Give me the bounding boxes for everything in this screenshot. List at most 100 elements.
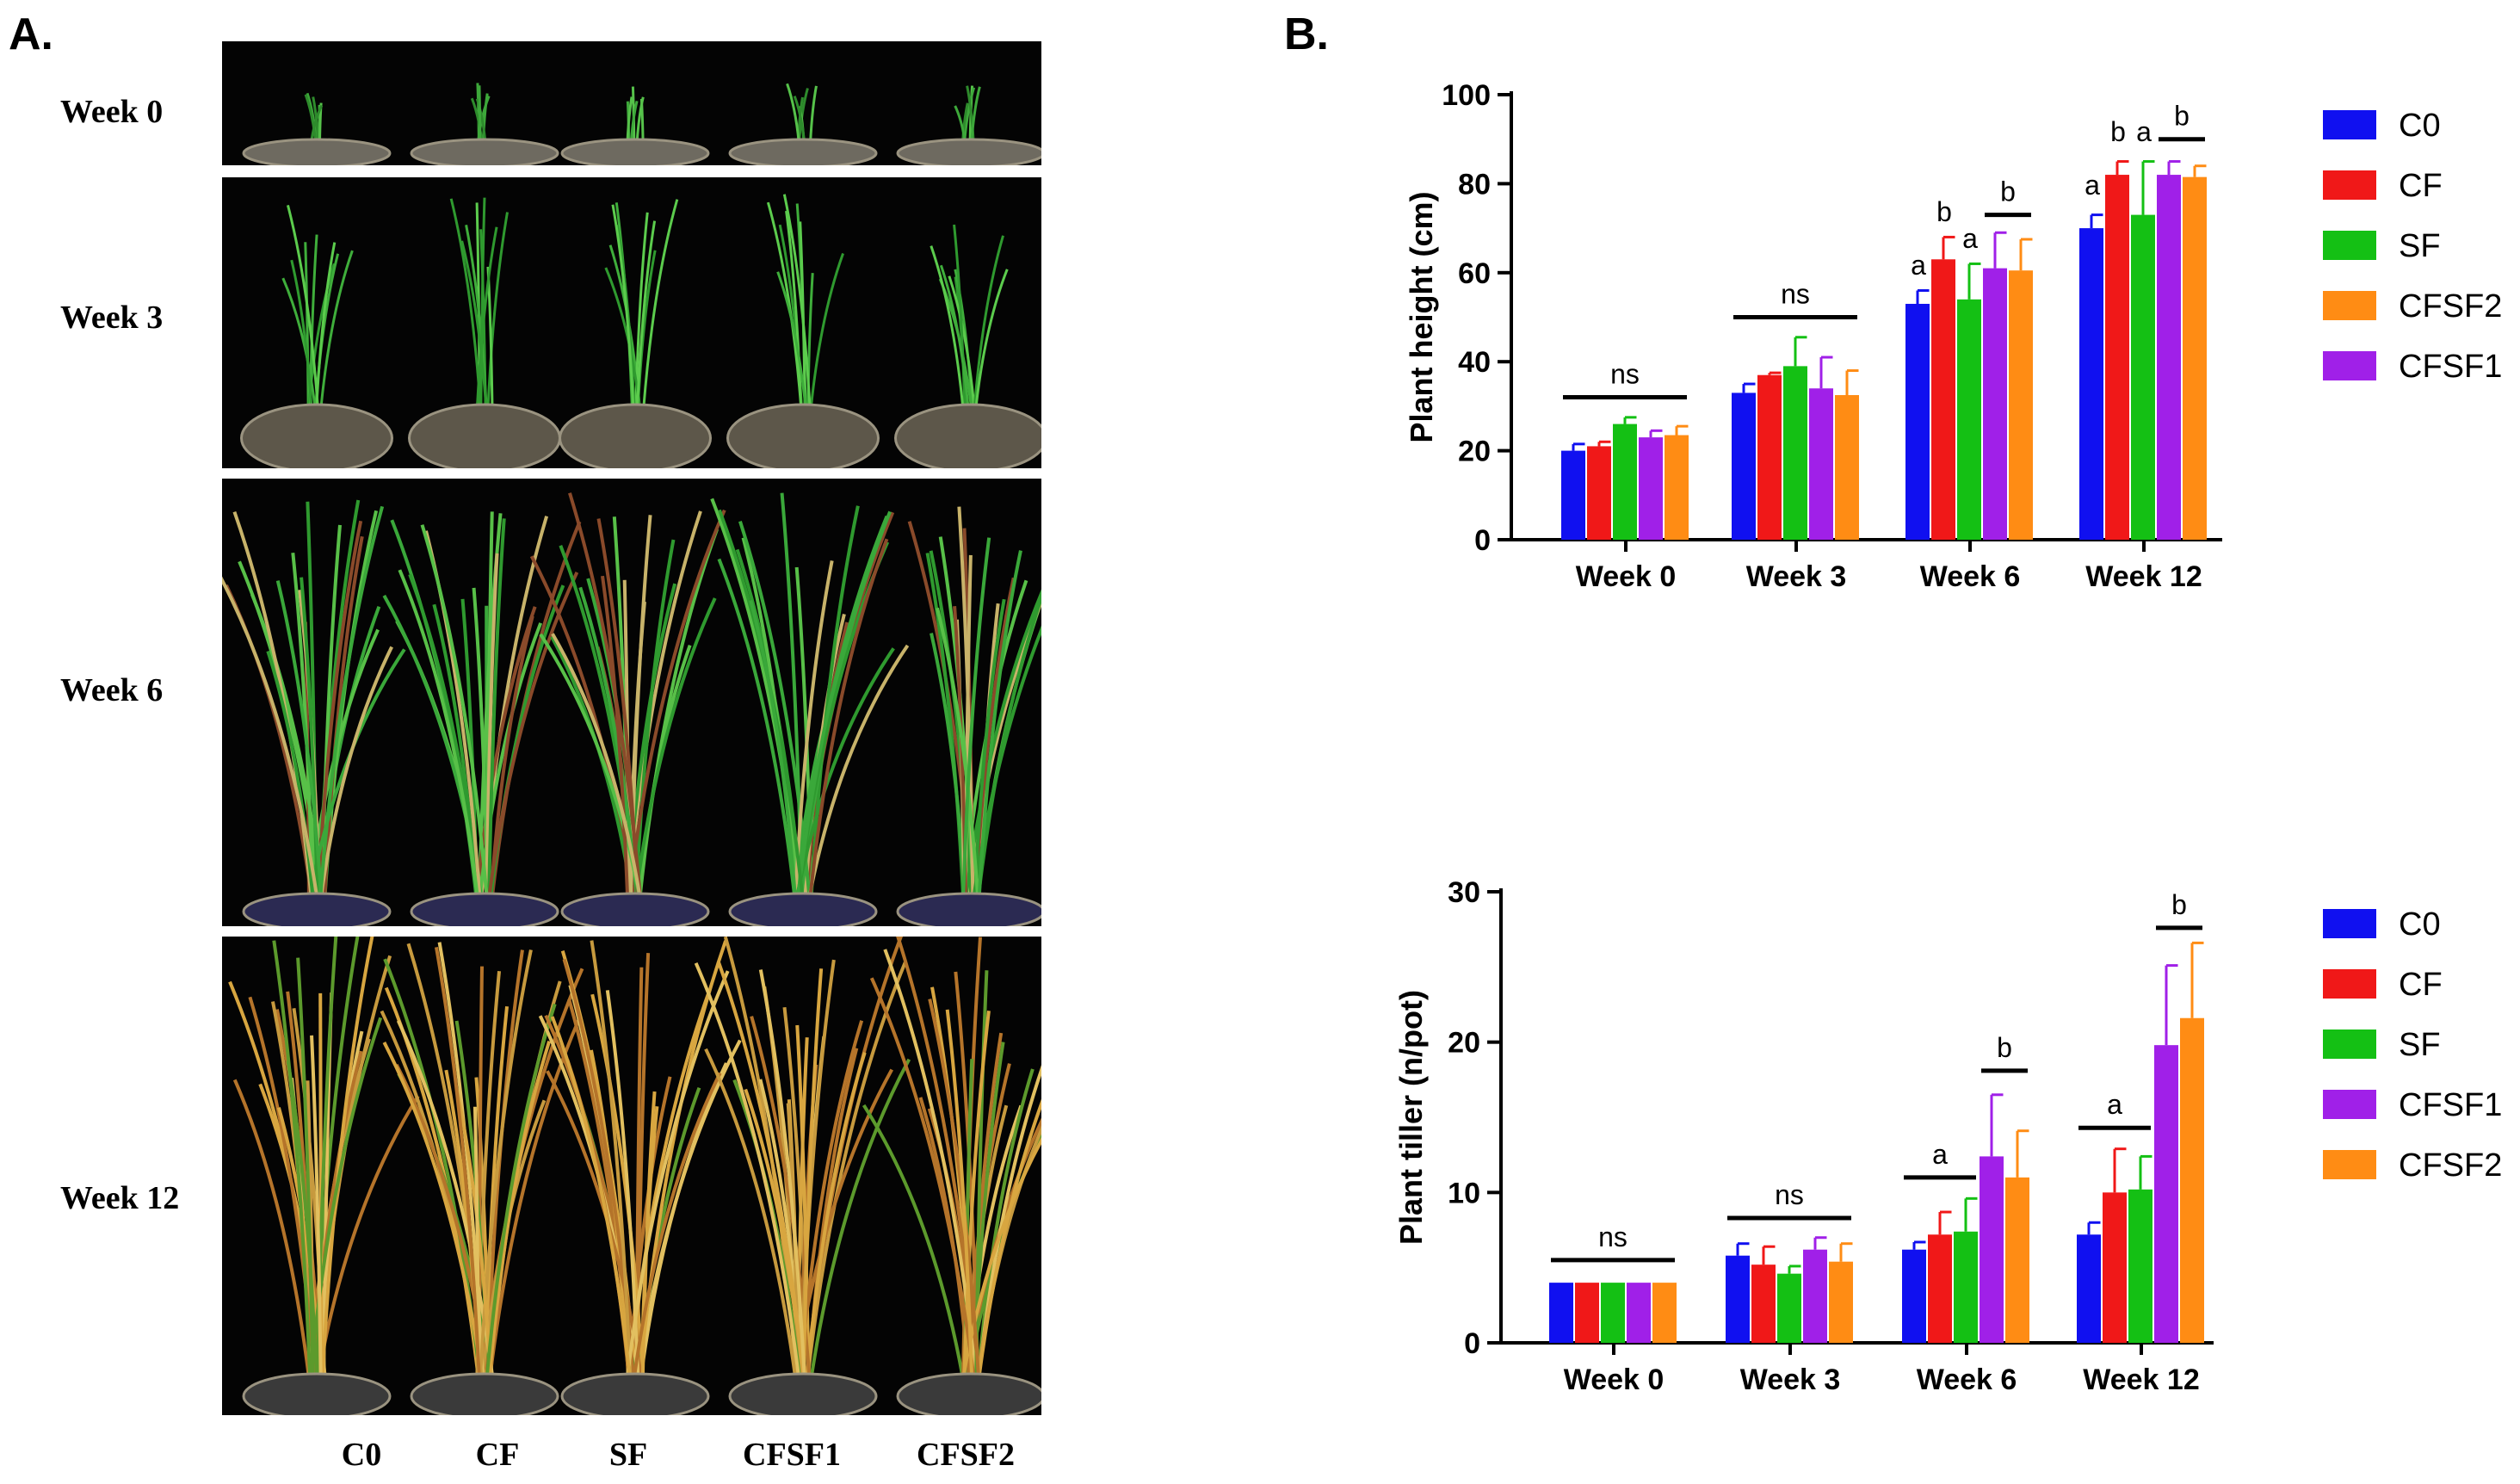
pot-1-1 xyxy=(408,403,561,468)
pot-0-4 xyxy=(896,138,1041,165)
leaf xyxy=(487,571,579,898)
leaf xyxy=(460,240,488,409)
leaf xyxy=(809,252,844,409)
plant-3-0 xyxy=(228,937,420,1378)
leaf xyxy=(550,1016,632,1378)
leaf xyxy=(485,1003,557,1378)
photo-week-12 xyxy=(222,937,1041,1415)
pot-3-0 xyxy=(242,1372,392,1415)
plant-1-4 xyxy=(930,224,1009,409)
treatment-label-cf: CF xyxy=(475,1437,520,1473)
leaf xyxy=(704,1048,798,1378)
leaf xyxy=(766,201,803,409)
significance-label: a xyxy=(1962,223,1978,254)
leaf xyxy=(632,1072,722,1378)
y-tick-label: 40 xyxy=(1458,346,1491,379)
leaf xyxy=(809,505,860,898)
leaf xyxy=(809,85,818,144)
leaf xyxy=(808,538,889,898)
leaf xyxy=(795,647,895,898)
pot-2-2 xyxy=(560,892,710,926)
y-tick-label: 20 xyxy=(1458,436,1491,468)
legend-swatch-sf xyxy=(2323,231,2376,260)
legend-label-cf: CF xyxy=(2399,967,2443,1003)
pot-0-1 xyxy=(410,138,559,165)
plant-1-2 xyxy=(604,199,679,409)
leaf xyxy=(286,204,319,409)
y-tick-label: 60 xyxy=(1458,257,1491,290)
legend-label-cfsf2: CFSF2 xyxy=(2399,1147,2502,1184)
photo-week-6-svg xyxy=(222,492,1041,926)
plant-2-2 xyxy=(529,492,726,898)
leaf xyxy=(976,592,1041,898)
x-tick-label: Week 12 xyxy=(2083,1363,2199,1396)
bar-c0-0 xyxy=(1561,450,1585,540)
leaf xyxy=(961,537,991,898)
significance-label: a xyxy=(2085,170,2100,201)
leaf xyxy=(738,520,812,898)
bar-cfsf2-3 xyxy=(2180,1017,2204,1343)
leaf xyxy=(487,518,506,898)
leaf xyxy=(290,259,313,409)
leaf xyxy=(633,597,717,898)
leaf xyxy=(930,245,965,409)
legend-label-cf: CF xyxy=(2399,168,2443,204)
plant-0-1 xyxy=(470,83,491,144)
significance-label: a xyxy=(2107,1089,2122,1120)
significance-label: b xyxy=(2110,116,2126,147)
week-label-3: Week 3 xyxy=(60,300,164,336)
bar-cf-0 xyxy=(1575,1283,1599,1343)
legend-swatch-cf xyxy=(2323,969,2376,999)
leaf xyxy=(710,498,802,898)
pot-3-4 xyxy=(896,1372,1041,1415)
bar-cfsf2-2 xyxy=(2005,1177,2029,1343)
week-label-0: Week 0 xyxy=(60,94,164,130)
leaf xyxy=(601,575,630,898)
leaf xyxy=(611,204,635,409)
leaf xyxy=(936,607,980,898)
x-tick-label: Week 6 xyxy=(1920,560,2021,593)
leaf xyxy=(434,947,481,1378)
bar-sf-1 xyxy=(1783,366,1807,540)
pot-2-0 xyxy=(242,892,392,926)
bar-sf-1 xyxy=(1777,1273,1801,1343)
leaf xyxy=(638,529,720,898)
plant-tiller-chart: Plant tiller (n/pot) 0 10 20 30 Week 0 Week 3 W… xyxy=(1393,876,2502,1396)
significance-label: ns xyxy=(1775,1179,1804,1210)
bar-sf-3 xyxy=(2131,214,2155,540)
legend-swatch-c0 xyxy=(2323,110,2376,139)
leaf xyxy=(776,271,807,409)
leaf xyxy=(862,1104,965,1378)
plant-height-chart: Plant height (cm) 0 20 40 60 80 100 Week 0 Week … xyxy=(1404,79,2502,593)
pot-3-3 xyxy=(728,1372,878,1415)
leaf xyxy=(782,194,812,409)
leaf xyxy=(232,1079,311,1378)
legend-label-cfsf1: CFSF1 xyxy=(2399,349,2502,385)
photo-week-3 xyxy=(222,177,1041,468)
leaf xyxy=(291,552,315,898)
legend-label-sf: SF xyxy=(2399,1027,2441,1063)
leaf xyxy=(478,85,482,144)
bar-c0-2 xyxy=(1905,303,1930,540)
leaf xyxy=(929,550,973,898)
leaf xyxy=(977,1098,1041,1378)
leaf xyxy=(395,620,485,898)
y-tick-label: 80 xyxy=(1458,168,1491,201)
leaf xyxy=(716,961,806,1378)
legend-label-cfsf1: CFSF1 xyxy=(2399,1087,2502,1123)
leaf xyxy=(281,277,317,409)
plant-3-3 xyxy=(694,937,911,1378)
pot-3-1 xyxy=(410,1372,559,1415)
y-tick-label: 20 xyxy=(1448,1027,1480,1060)
leaf xyxy=(304,242,310,409)
pot-2-4 xyxy=(896,892,1041,926)
legend-label-sf: SF xyxy=(2399,228,2441,264)
leaf xyxy=(485,553,499,898)
leaf xyxy=(315,242,337,409)
plant-2-1 xyxy=(382,511,582,898)
leaf xyxy=(973,235,1004,409)
leaf xyxy=(799,221,806,409)
significance-label: a xyxy=(1932,1139,1948,1170)
photo-week-3-svg xyxy=(240,194,1041,468)
leaf xyxy=(795,1024,811,1378)
